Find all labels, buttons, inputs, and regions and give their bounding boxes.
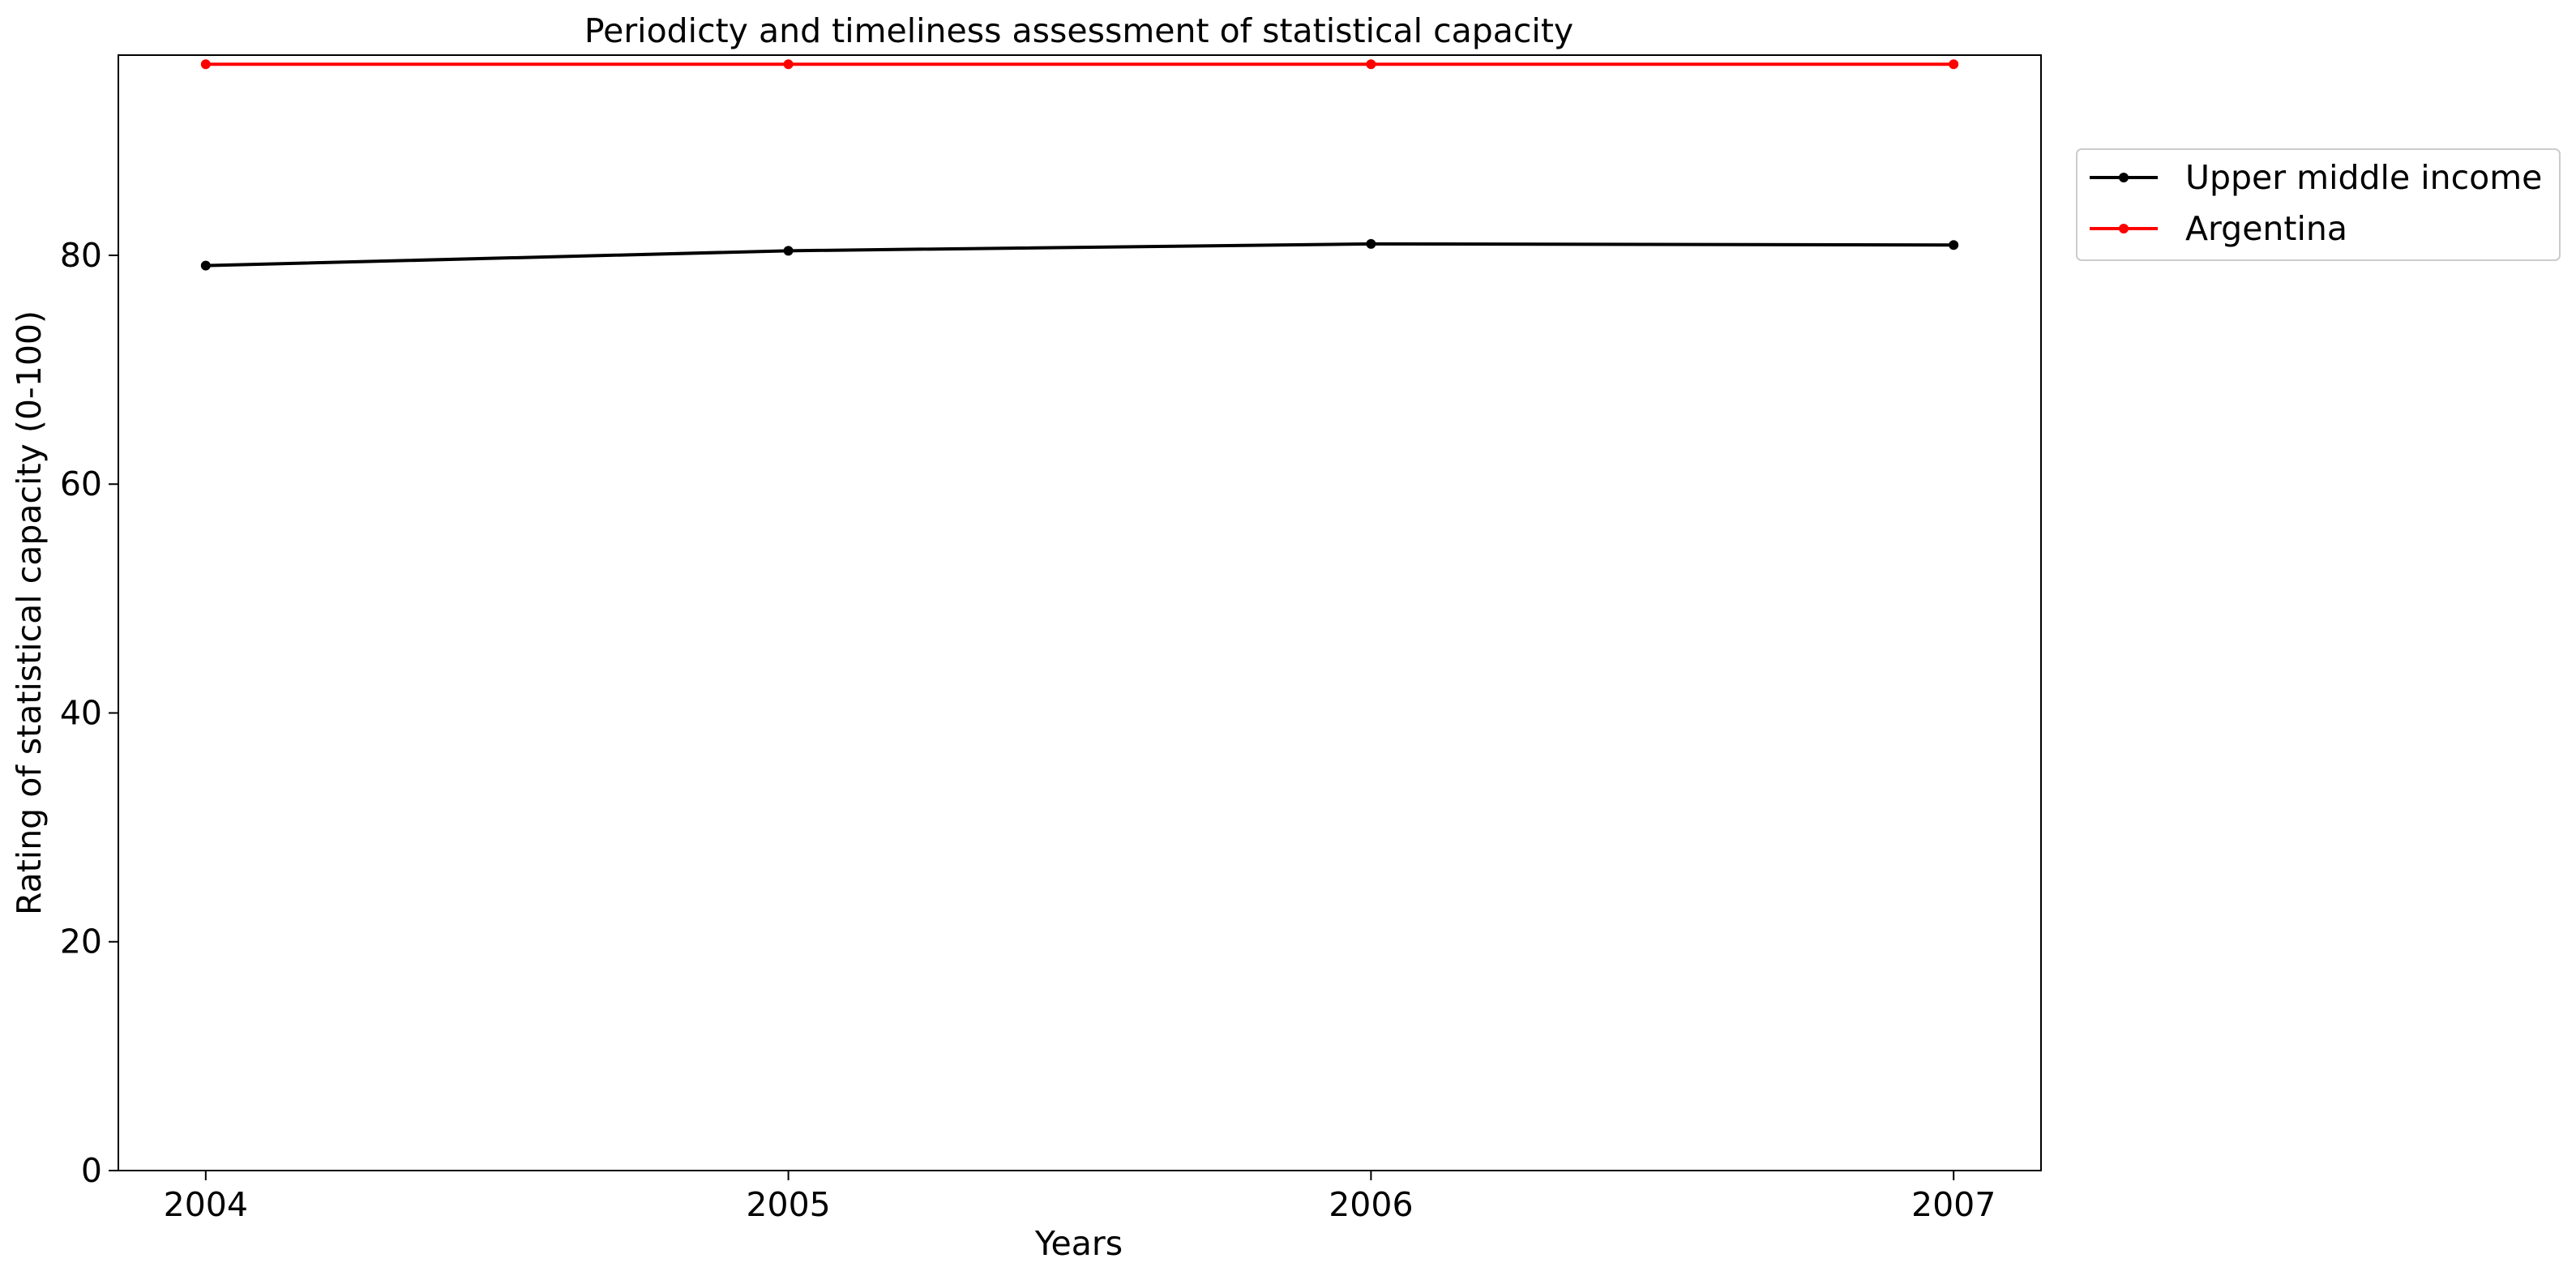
data-point-upper-middle-income-2004 (200, 260, 211, 271)
y-tick-label-60: 60 (60, 464, 102, 503)
x-tick-label-2007: 2007 (1911, 1185, 1996, 1224)
data-point-argentina-2004 (200, 59, 211, 70)
data-point-argentina-2007 (1949, 59, 1959, 70)
data-point-upper-middle-income-2007 (1949, 240, 1959, 250)
series-line-upper-middle-income (205, 242, 1954, 268)
y-tick-label-20: 20 (60, 923, 102, 961)
series-layer (200, 59, 1959, 271)
plot-area (118, 55, 2041, 1171)
y-tick-label-40: 40 (60, 693, 102, 732)
plot-frame (118, 54, 2042, 1171)
legend-box (2076, 148, 2561, 261)
y-axis-label: Rating of statistical capacity (0-100) (10, 310, 49, 915)
legend: Upper middle income Argentina (2076, 148, 2561, 261)
chart-title: Periodicty and timeliness assessment of … (584, 11, 1573, 50)
data-point-upper-middle-income-2005 (783, 246, 794, 256)
y-axis: 0 20 40 60 80 (60, 236, 118, 1190)
x-axis: 2004 2005 2006 2007 (164, 1171, 1996, 1224)
y-tick-label-0: 0 (81, 1151, 102, 1190)
data-point-upper-middle-income-2006 (1366, 238, 1376, 249)
x-tick-label-2006: 2006 (1329, 1185, 1413, 1224)
legend-label-upper-middle-income: Upper middle income (2185, 158, 2542, 197)
data-point-argentina-2006 (1366, 59, 1376, 70)
legend-label-argentina: Argentina (2185, 209, 2347, 248)
x-tick-label-2004: 2004 (164, 1185, 248, 1224)
data-point-argentina-2005 (783, 59, 794, 70)
x-axis-label: Years (1034, 1224, 1123, 1263)
legend-items: Upper middle income Argentina (2090, 158, 2542, 248)
x-tick-label-2005: 2005 (746, 1185, 830, 1224)
y-tick-label-80: 80 (60, 236, 102, 275)
legend-marker-argentina (2119, 224, 2129, 233)
legend-marker-upper-middle-income (2119, 173, 2129, 182)
